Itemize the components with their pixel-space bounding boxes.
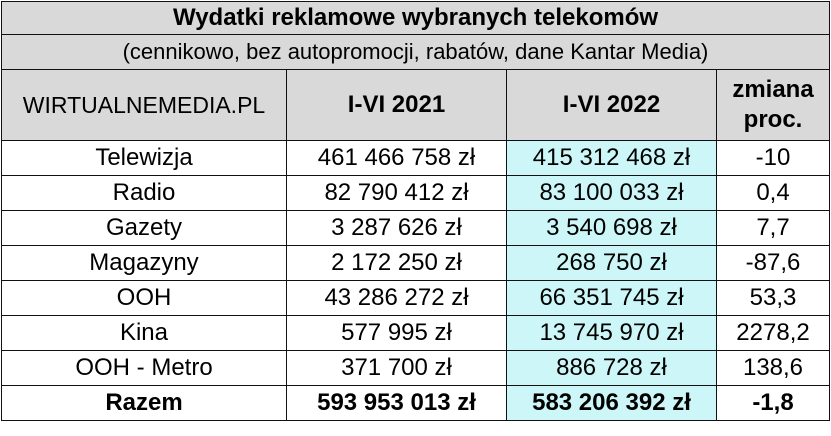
total-change: -1,8 xyxy=(716,385,830,421)
row-value-2021: 371 700 zł xyxy=(286,350,507,386)
table-row: OOH - Metro 371 700 zł 886 728 zł 138,6 xyxy=(1,350,830,386)
header-period-2022: I-VI 2022 xyxy=(506,69,717,141)
table-row: Telewizja 461 466 758 zł 415 312 468 zł -10 xyxy=(1,140,830,176)
header-source: WIRTUALNEMEDIA.PL xyxy=(1,69,287,141)
ad-spending-table: Wydatki reklamowe wybranych telekomów (c… xyxy=(1,1,830,421)
row-value-2021: 2 172 250 zł xyxy=(286,245,507,281)
row-value-2022: 3 540 698 zł xyxy=(506,210,717,246)
table-row: Magazyny 2 172 250 zł 268 750 zł -87,6 xyxy=(1,245,830,281)
total-2021: 593 953 013 zł xyxy=(286,385,507,421)
table-row: Kina 577 995 zł 13 745 970 zł 2278,2 xyxy=(1,315,830,351)
total-2022: 583 206 392 zł xyxy=(506,385,717,421)
header-period-2021: I-VI 2021 xyxy=(286,69,507,141)
row-change: -10 xyxy=(716,140,830,176)
row-value-2021: 82 790 412 zł xyxy=(286,175,507,211)
row-change: 138,6 xyxy=(716,350,830,386)
row-value-2022: 13 745 970 zł xyxy=(506,315,717,351)
row-value-2021: 3 287 626 zł xyxy=(286,210,507,246)
table-row: Radio 82 790 412 zł 83 100 033 zł 0,4 xyxy=(1,175,830,211)
row-category: OOH - Metro xyxy=(1,350,287,386)
row-category: Magazyny xyxy=(1,245,287,281)
row-category: Gazety xyxy=(1,210,287,246)
row-value-2021: 461 466 758 zł xyxy=(286,140,507,176)
row-category: Kina xyxy=(1,315,287,351)
row-value-2022: 66 351 745 zł xyxy=(506,280,717,316)
table-title: Wydatki reklamowe wybranych telekomów xyxy=(1,1,830,35)
row-value-2022: 83 100 033 zł xyxy=(506,175,717,211)
row-change: 2278,2 xyxy=(716,315,830,351)
row-change: -87,6 xyxy=(716,245,830,281)
row-value-2022: 886 728 zł xyxy=(506,350,717,386)
row-value-2021: 43 286 272 zł xyxy=(286,280,507,316)
table-body: Telewizja 461 466 758 zł 415 312 468 zł -10… xyxy=(1,140,830,386)
row-category: Radio xyxy=(1,175,287,211)
row-value-2022: 268 750 zł xyxy=(506,245,717,281)
header-change: zmiana proc. xyxy=(716,69,830,141)
table-subtitle: (cennikowo, bez autopromocji, rabatów, d… xyxy=(1,34,830,70)
row-category: Telewizja xyxy=(1,140,287,176)
row-change: 0,4 xyxy=(716,175,830,211)
row-value-2021: 577 995 zł xyxy=(286,315,507,351)
total-label: Razem xyxy=(1,385,287,421)
row-category: OOH xyxy=(1,280,287,316)
row-change: 7,7 xyxy=(716,210,830,246)
table-row: Gazety 3 287 626 zł 3 540 698 zł 7,7 xyxy=(1,210,830,246)
row-value-2022: 415 312 468 zł xyxy=(506,140,717,176)
row-change: 53,3 xyxy=(716,280,830,316)
table-row: OOH 43 286 272 zł 66 351 745 zł 53,3 xyxy=(1,280,830,316)
